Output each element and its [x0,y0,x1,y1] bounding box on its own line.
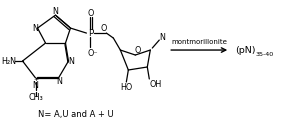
Text: +: + [33,77,38,82]
Text: N: N [53,7,58,16]
Text: montmorillonite: montmorillonite [171,39,227,45]
Text: N: N [33,24,38,33]
Text: O: O [134,45,141,55]
Text: O⁻: O⁻ [87,49,98,58]
Text: O: O [100,24,107,33]
Text: N: N [159,33,165,41]
Text: N: N [56,77,63,86]
Text: N: N [68,57,74,66]
Text: CH₃: CH₃ [28,93,43,102]
Text: (pN): (pN) [235,45,255,55]
Text: HO: HO [120,83,132,92]
Text: N= A,U and A + U: N= A,U and A + U [38,110,113,119]
Text: H₂N: H₂N [1,57,16,66]
Text: 35-40: 35-40 [255,51,273,57]
Text: OH: OH [149,80,162,90]
Text: P: P [88,29,93,38]
Text: O: O [87,9,94,18]
Text: N: N [33,81,38,90]
